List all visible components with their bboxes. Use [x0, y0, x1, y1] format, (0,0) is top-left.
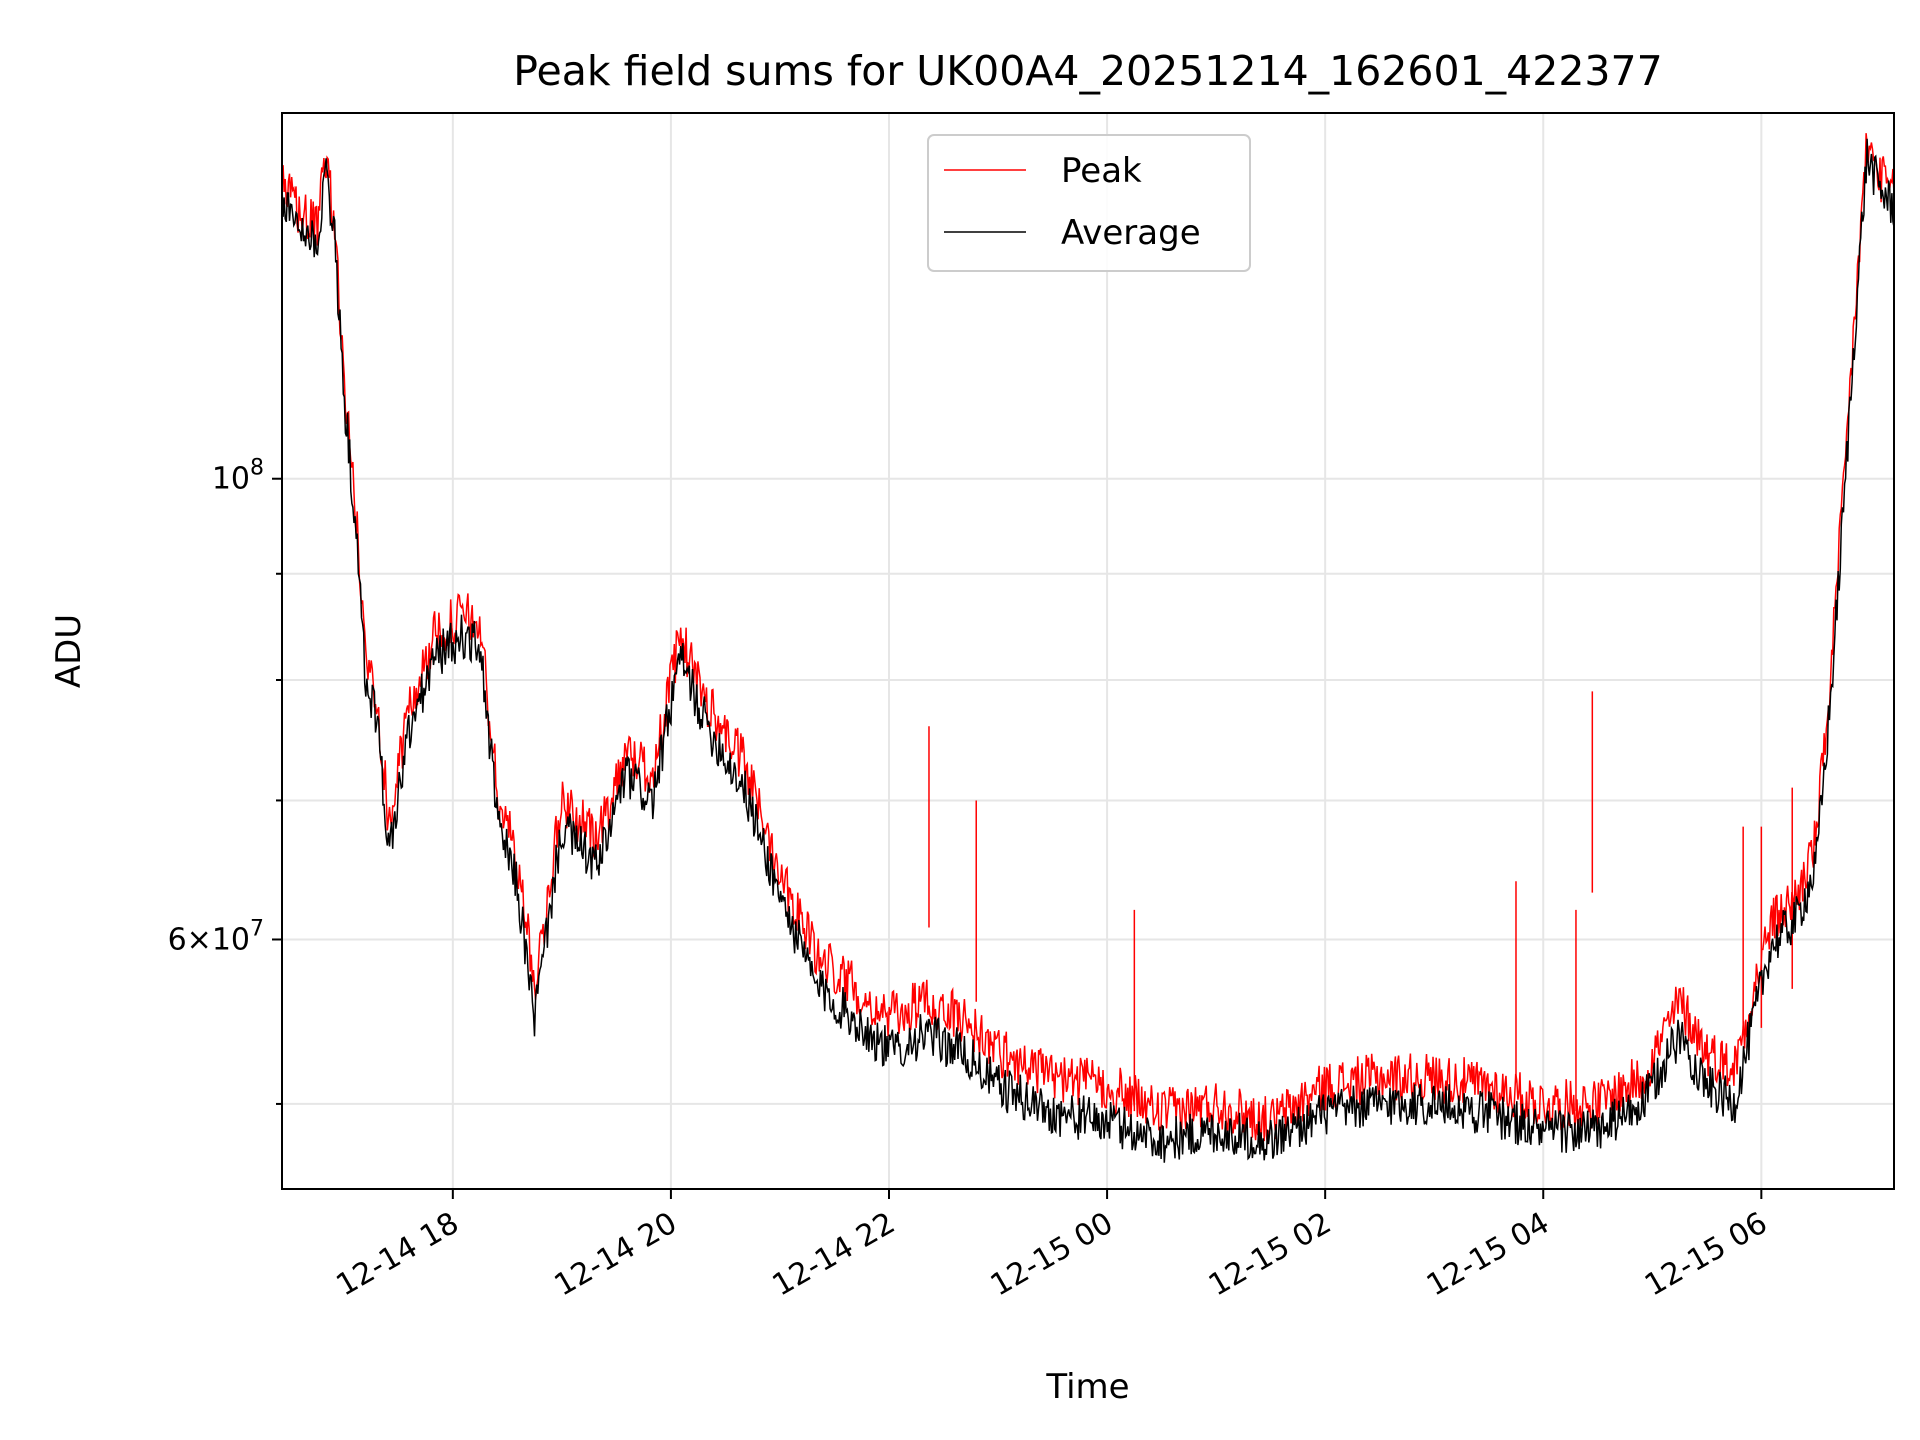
- series-layer: [281, 133, 1895, 1163]
- legend-box: [927, 134, 1251, 272]
- legend-label-peak: Peak: [1061, 151, 1142, 191]
- series-line-average: [281, 138, 1895, 1163]
- series-line-peak: [281, 133, 1895, 1145]
- chart-title: Peak field sums for UK00A4_20251214_1626…: [513, 47, 1662, 95]
- y-tick-label: 6×107: [168, 916, 264, 957]
- plot-frame: [281, 112, 1895, 1190]
- legend-label-average: Average: [1061, 213, 1201, 253]
- legend: Peak Average: [927, 134, 1251, 272]
- y-axis-label: ADU: [49, 614, 89, 688]
- x-axis-label: Time: [1045, 1367, 1129, 1407]
- gridlines: [282, 113, 1894, 1189]
